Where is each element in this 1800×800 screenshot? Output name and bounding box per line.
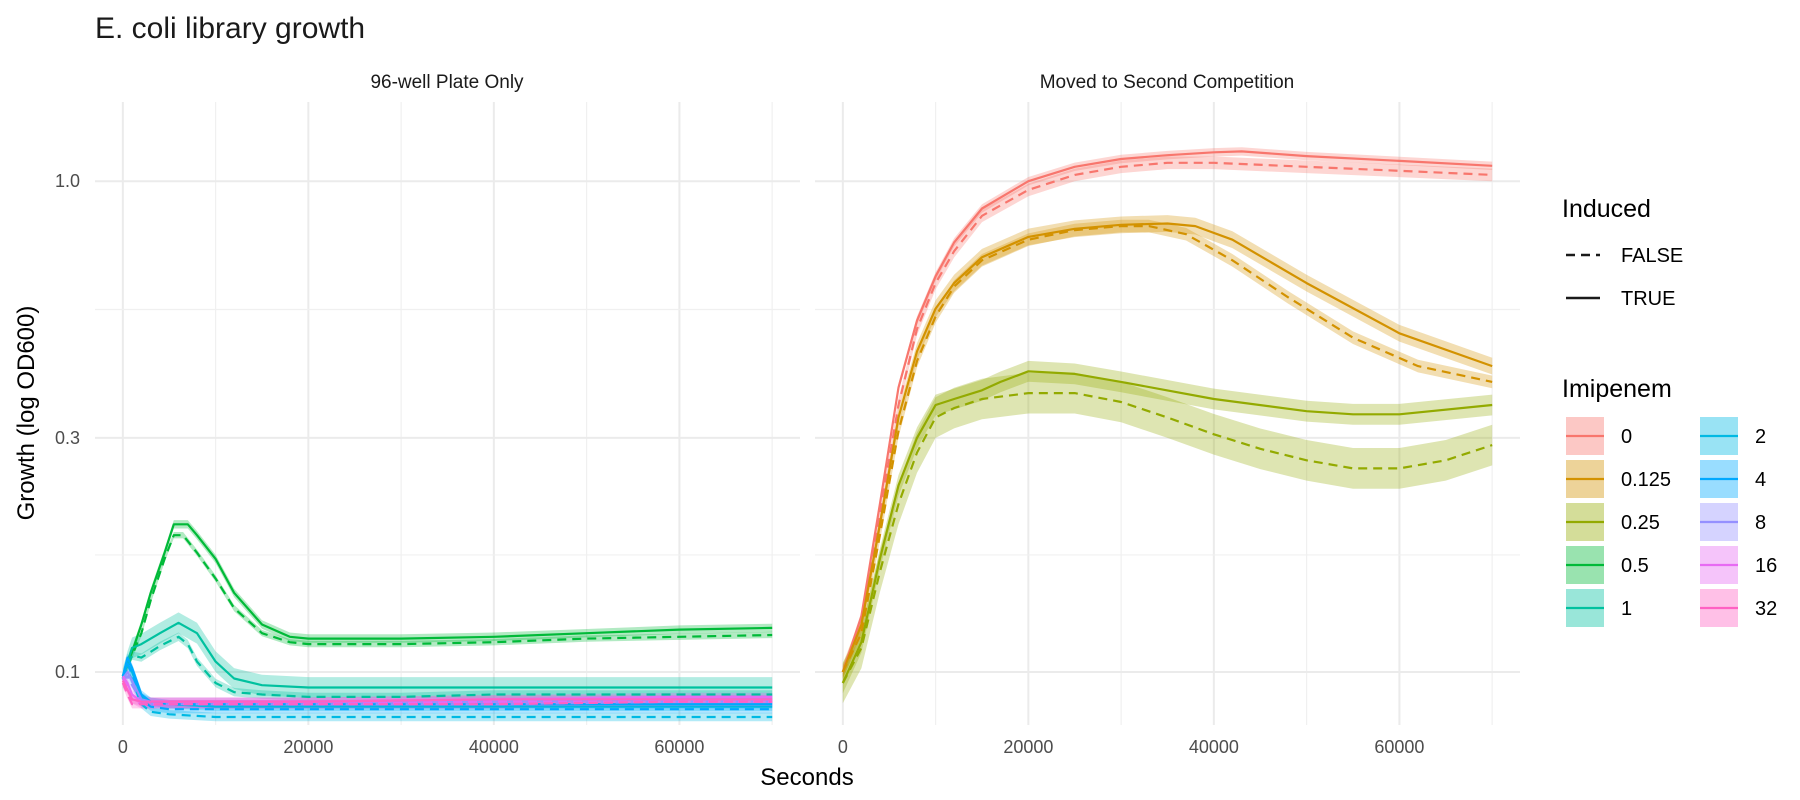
legend-imipenem-label-8: 8 — [1755, 512, 1766, 534]
legend-imipenem-label-0_125: 0.125 — [1621, 469, 1671, 491]
panel-second-competition-lines — [841, 150, 1493, 684]
legend-imipenem-label-32: 32 — [1755, 598, 1777, 620]
x-tick-label: 20000 — [283, 737, 333, 757]
legend-imipenem-title: Imipenem — [1562, 375, 1672, 403]
legend-induced-items: FALSE TRUE — [1566, 245, 1683, 310]
line-second-competition-imipenem-0-false — [841, 161, 1493, 673]
x-tick-label: 0 — [118, 737, 128, 757]
panel-plate-only-lines — [121, 523, 773, 719]
line-plate-only-imipenem-4-false — [121, 662, 773, 711]
legend-induced-label-false: FALSE — [1621, 245, 1683, 267]
panel-second-competition-grid — [815, 102, 1520, 725]
x-tick-label: 20000 — [1003, 737, 1053, 757]
x-tick-label: 40000 — [469, 737, 519, 757]
line-second-competition-imipenem-0_125-false — [841, 225, 1493, 673]
line-plate-only-imipenem-0_5-true — [121, 523, 773, 677]
legend-induced-label-true: TRUE — [1621, 288, 1675, 310]
line-plate-only-imipenem-1-false — [121, 635, 773, 699]
band-second-competition-imipenem-0_25-false — [842, 372, 1493, 704]
band-plate-only-imipenem-4-true — [122, 653, 773, 709]
y-axis-title: Growth (log OD600) — [13, 306, 40, 521]
legend-imipenem: Imipenem 0 0.125 0.25 0.5 1 2 4 8 16 32 — [1562, 375, 1777, 627]
panel-plate-only-x-ticks: 0 20000 40000 60000 — [118, 737, 705, 757]
y-axis-ticks: 0.1 0.3 1.0 — [55, 171, 80, 682]
legend-imipenem-label-4: 4 — [1755, 469, 1766, 491]
panel-plate-only: 96-well Plate Only 0 20000 40000 60000 — [95, 72, 800, 757]
panel-second-competition: Moved to Second Competition 0 20000 40000 6… — [815, 72, 1520, 757]
legend-imipenem-label-16: 16 — [1755, 555, 1777, 577]
line-second-competition-imipenem-0_25-false — [841, 392, 1493, 684]
y-tick-label: 0.1 — [55, 662, 80, 682]
legend-imipenem-label-1: 1 — [1621, 598, 1632, 620]
x-tick-label: 40000 — [1189, 737, 1239, 757]
chart-title: E. coli library growth — [95, 12, 365, 45]
line-second-competition-imipenem-0-true — [841, 150, 1493, 673]
legend-imipenem-label-0: 0 — [1621, 426, 1632, 448]
band-plate-only-imipenem-1-true — [122, 612, 773, 698]
band-plate-only-imipenem-8-true — [122, 667, 773, 706]
legend-imipenem-items: 0 0.125 0.25 0.5 1 2 4 8 16 32 — [1566, 417, 1777, 627]
y-tick-label: 1.0 — [55, 171, 80, 191]
line-plate-only-imipenem-0_5-false — [121, 534, 773, 679]
line-plate-only-imipenem-1-true — [121, 621, 773, 689]
x-tick-label: 60000 — [654, 737, 704, 757]
panel-second-competition-bands — [842, 147, 1493, 704]
panel-second-competition-x-ticks: 0 20000 40000 60000 — [838, 737, 1425, 757]
panel-plate-only-strip-label: 96-well Plate Only — [370, 72, 524, 93]
x-tick-label: 0 — [838, 737, 848, 757]
legend-induced: Induced FALSE TRUE — [1562, 195, 1683, 310]
x-tick-label: 60000 — [1374, 737, 1424, 757]
line-second-competition-imipenem-0_125-true — [841, 222, 1493, 673]
line-plate-only-imipenem-32-false — [121, 682, 773, 706]
band-plate-only-imipenem-4-false — [122, 659, 773, 714]
x-axis-title: Seconds — [760, 764, 853, 791]
legend-induced-title: Induced — [1562, 195, 1651, 223]
legend-imipenem-label-2: 2 — [1755, 426, 1766, 448]
line-second-competition-imipenem-0_25-true — [841, 370, 1493, 684]
legend-imipenem-label-0_25: 0.25 — [1621, 512, 1660, 534]
panel-second-competition-strip-label: Moved to Second Competition — [1040, 72, 1295, 93]
y-tick-label: 0.3 — [55, 428, 80, 448]
legend-imipenem-label-0_5: 0.5 — [1621, 555, 1649, 577]
line-plate-only-imipenem-32-true — [121, 680, 773, 703]
